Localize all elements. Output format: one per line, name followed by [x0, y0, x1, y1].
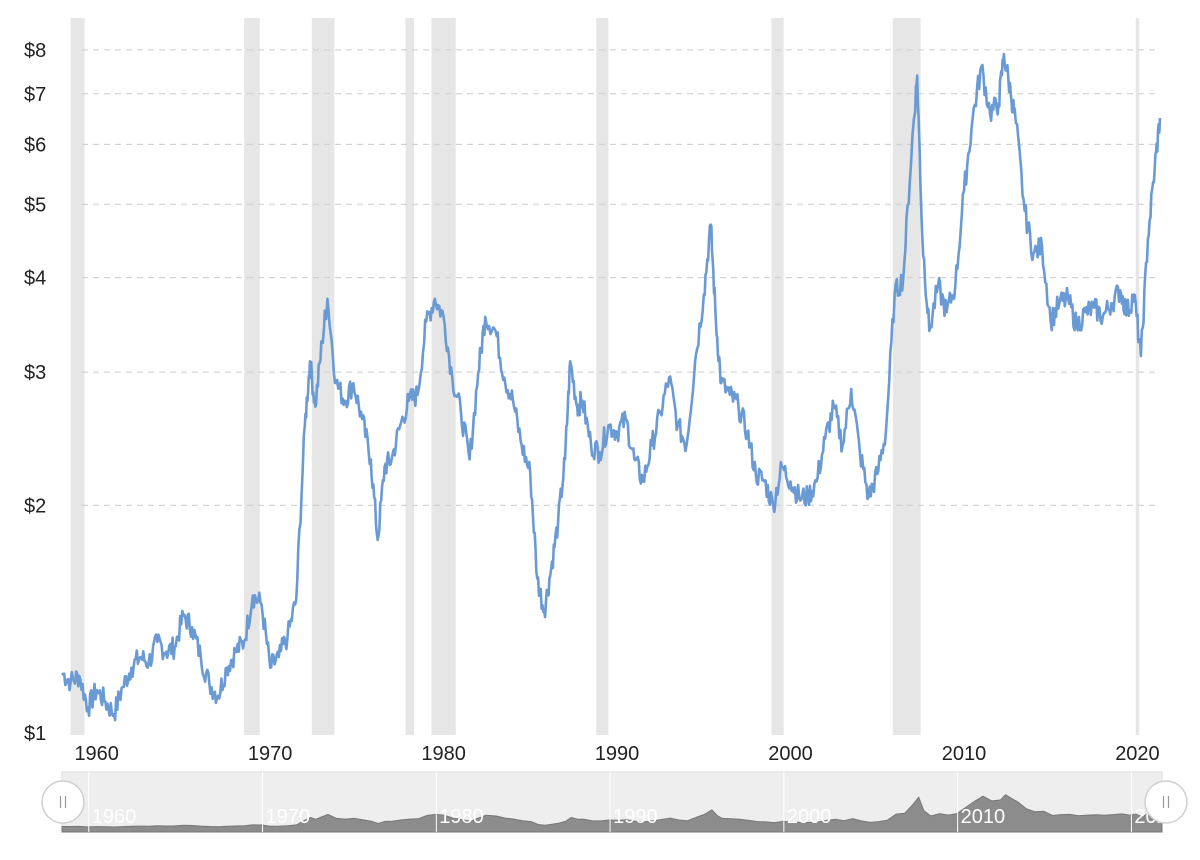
x-tick-label: 2000 [768, 743, 813, 765]
x-tick-label: 1980 [421, 743, 466, 765]
navigator-label: 1970 [266, 806, 311, 828]
series-line-group [61, 52, 1162, 722]
x-tick-label: 1990 [595, 743, 640, 765]
navigator-area [61, 794, 1163, 833]
y-tick-label: $1 [24, 723, 46, 745]
y-tick-label: $7 [24, 84, 46, 106]
navigator-left-handle[interactable] [41, 780, 85, 824]
x-tick-label: 2010 [942, 743, 987, 765]
y-tick-label: $5 [24, 194, 46, 216]
x-tick-label: 1970 [248, 743, 293, 765]
navigator-label: 2010 [961, 806, 1006, 828]
gridlines [82, 49, 1160, 506]
price-series-line [61, 52, 1162, 722]
y-tick-label: $8 [24, 40, 46, 62]
x-tick-label: 1960 [74, 743, 119, 765]
x-axis-labels: 1960 1970 1980 1990 2000 2010 2020 [74, 743, 1159, 765]
y-tick-label: $4 [24, 268, 46, 290]
y-tick-label: $6 [24, 134, 46, 156]
handle-knob[interactable] [1144, 780, 1188, 824]
y-tick-label: $3 [24, 362, 46, 384]
y-axis-labels: $1 $2 $3 $4 $5 $6 $7 $8 [24, 40, 46, 745]
recession-band [1135, 18, 1140, 735]
recession-band [596, 18, 609, 735]
navigator-label: 1990 [613, 806, 658, 828]
navigator-label: 2000 [787, 806, 832, 828]
navigator-label: 1960 [92, 806, 136, 828]
recession-band [405, 18, 415, 735]
navigator-right-handle[interactable] [1144, 780, 1188, 824]
navigator-label: 1980 [439, 806, 484, 828]
y-tick-label: $2 [24, 495, 46, 517]
recession-band [771, 18, 784, 735]
recession-bands [70, 18, 1140, 735]
x-tick-label: 2020 [1115, 743, 1160, 765]
recession-band [70, 18, 85, 735]
recession-band [892, 18, 921, 735]
handle-knob[interactable] [41, 780, 85, 824]
recession-band [311, 18, 335, 735]
recession-band [244, 18, 260, 735]
